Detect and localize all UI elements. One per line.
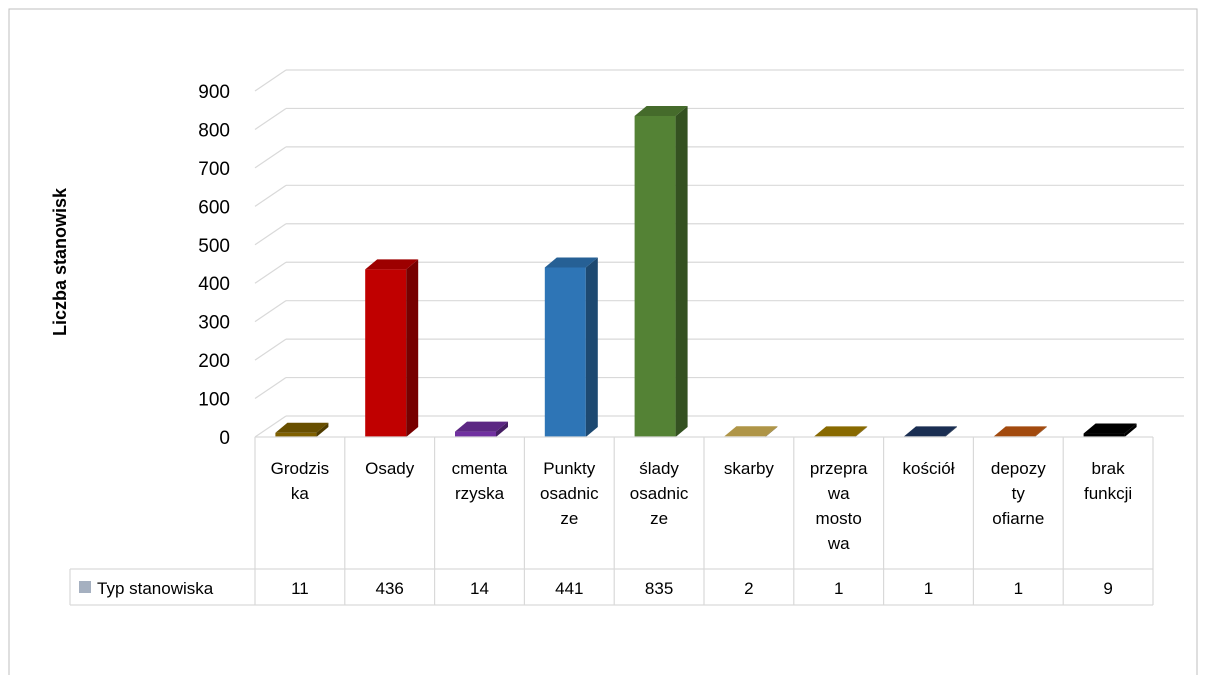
chart-frame (8, 8, 1198, 675)
bar-top (275, 422, 329, 433)
data-label: 1 (1014, 579, 1023, 598)
x-tick-label: skarby (724, 459, 775, 478)
bar-front (275, 432, 317, 437)
bar (455, 421, 508, 437)
bar (275, 422, 329, 437)
y-tick-label: 900 (198, 82, 230, 103)
x-tick-label: cmenta rzyska (452, 459, 508, 503)
bars (275, 105, 1137, 437)
data-label: 436 (376, 579, 404, 598)
x-tick-label: przepra wa mosto wa (810, 459, 868, 553)
data-label: 1 (924, 579, 933, 598)
y-axis-label: Liczba stanowisk (50, 187, 70, 336)
gridline-diag (254, 300, 287, 323)
gridline-diag (254, 69, 287, 92)
bar (1083, 423, 1137, 437)
gridlines (254, 69, 1184, 438)
legend-entry: Typ stanowiska (97, 579, 214, 598)
bar-top (365, 259, 419, 270)
y-tick-label: 700 (198, 159, 230, 180)
bar-side (316, 422, 329, 437)
data-label: 9 (1103, 579, 1112, 598)
bar-top (993, 426, 1047, 437)
gridline-diag (254, 223, 287, 246)
gridline-diag (254, 146, 287, 169)
y-tick-label: 300 (198, 313, 230, 334)
bar (634, 105, 688, 437)
y-tick-label: 600 (198, 197, 230, 218)
legend-swatch (79, 581, 91, 593)
bar (365, 259, 419, 437)
data-label: 835 (645, 579, 673, 598)
bar-side (1034, 426, 1047, 437)
x-tick-label: Osady (365, 459, 415, 478)
bar-front (634, 115, 676, 437)
gridline-diag (254, 261, 287, 284)
bar-side (945, 426, 957, 437)
bar-side (406, 259, 419, 437)
bar-front (1083, 433, 1125, 437)
x-tick-label: brak funkcji (1084, 459, 1132, 503)
y-tick-label: 0 (219, 428, 230, 449)
data-table: Grodzis ka Osady cmenta rzyska Punkty osadnic z… (69, 436, 1154, 606)
y-tick-label: 200 (198, 351, 230, 372)
bar-side (1124, 423, 1137, 437)
gridline-diag (254, 184, 287, 207)
bar-front (544, 267, 586, 437)
bar (544, 257, 598, 437)
bar-side (585, 257, 598, 437)
y-axis-ticks: 0 100 200 300 400 500 600 700 800 900 (198, 82, 230, 449)
x-tick-label: kościół (903, 459, 955, 478)
bar-side (675, 105, 688, 437)
bar-top (904, 426, 957, 437)
data-label: 441 (555, 579, 583, 598)
bar-top (814, 426, 868, 437)
y-tick-label: 100 (198, 390, 230, 411)
gridline-diag (254, 415, 287, 438)
bar-top (1083, 423, 1137, 434)
y-tick-label: 400 (198, 274, 230, 295)
bar-top (634, 105, 688, 116)
x-tick-label: Punkty osadnic ze (540, 459, 599, 528)
y-tick-label: 500 (198, 236, 230, 257)
x-tick-label: ślady osadnic ze (630, 459, 689, 528)
x-tick-label: depozy ty ofiarne (991, 459, 1046, 528)
y-tick-label: 800 (198, 120, 230, 141)
x-tick-label: Grodzis ka (271, 459, 330, 503)
data-label: 11 (291, 579, 309, 598)
gridline-diag (254, 338, 287, 361)
data-label: 1 (834, 579, 843, 598)
data-label: 14 (470, 579, 489, 598)
bar-top (455, 421, 508, 432)
gridline-diag (254, 107, 287, 130)
bar-front (365, 269, 407, 437)
bar-side (496, 421, 508, 437)
bar-top (544, 257, 598, 268)
bar-side (765, 426, 778, 437)
data-label: 2 (744, 579, 753, 598)
gridline-diag (254, 377, 287, 400)
bar-top (724, 426, 778, 437)
bar-front (455, 431, 496, 437)
bar-side (855, 426, 868, 437)
